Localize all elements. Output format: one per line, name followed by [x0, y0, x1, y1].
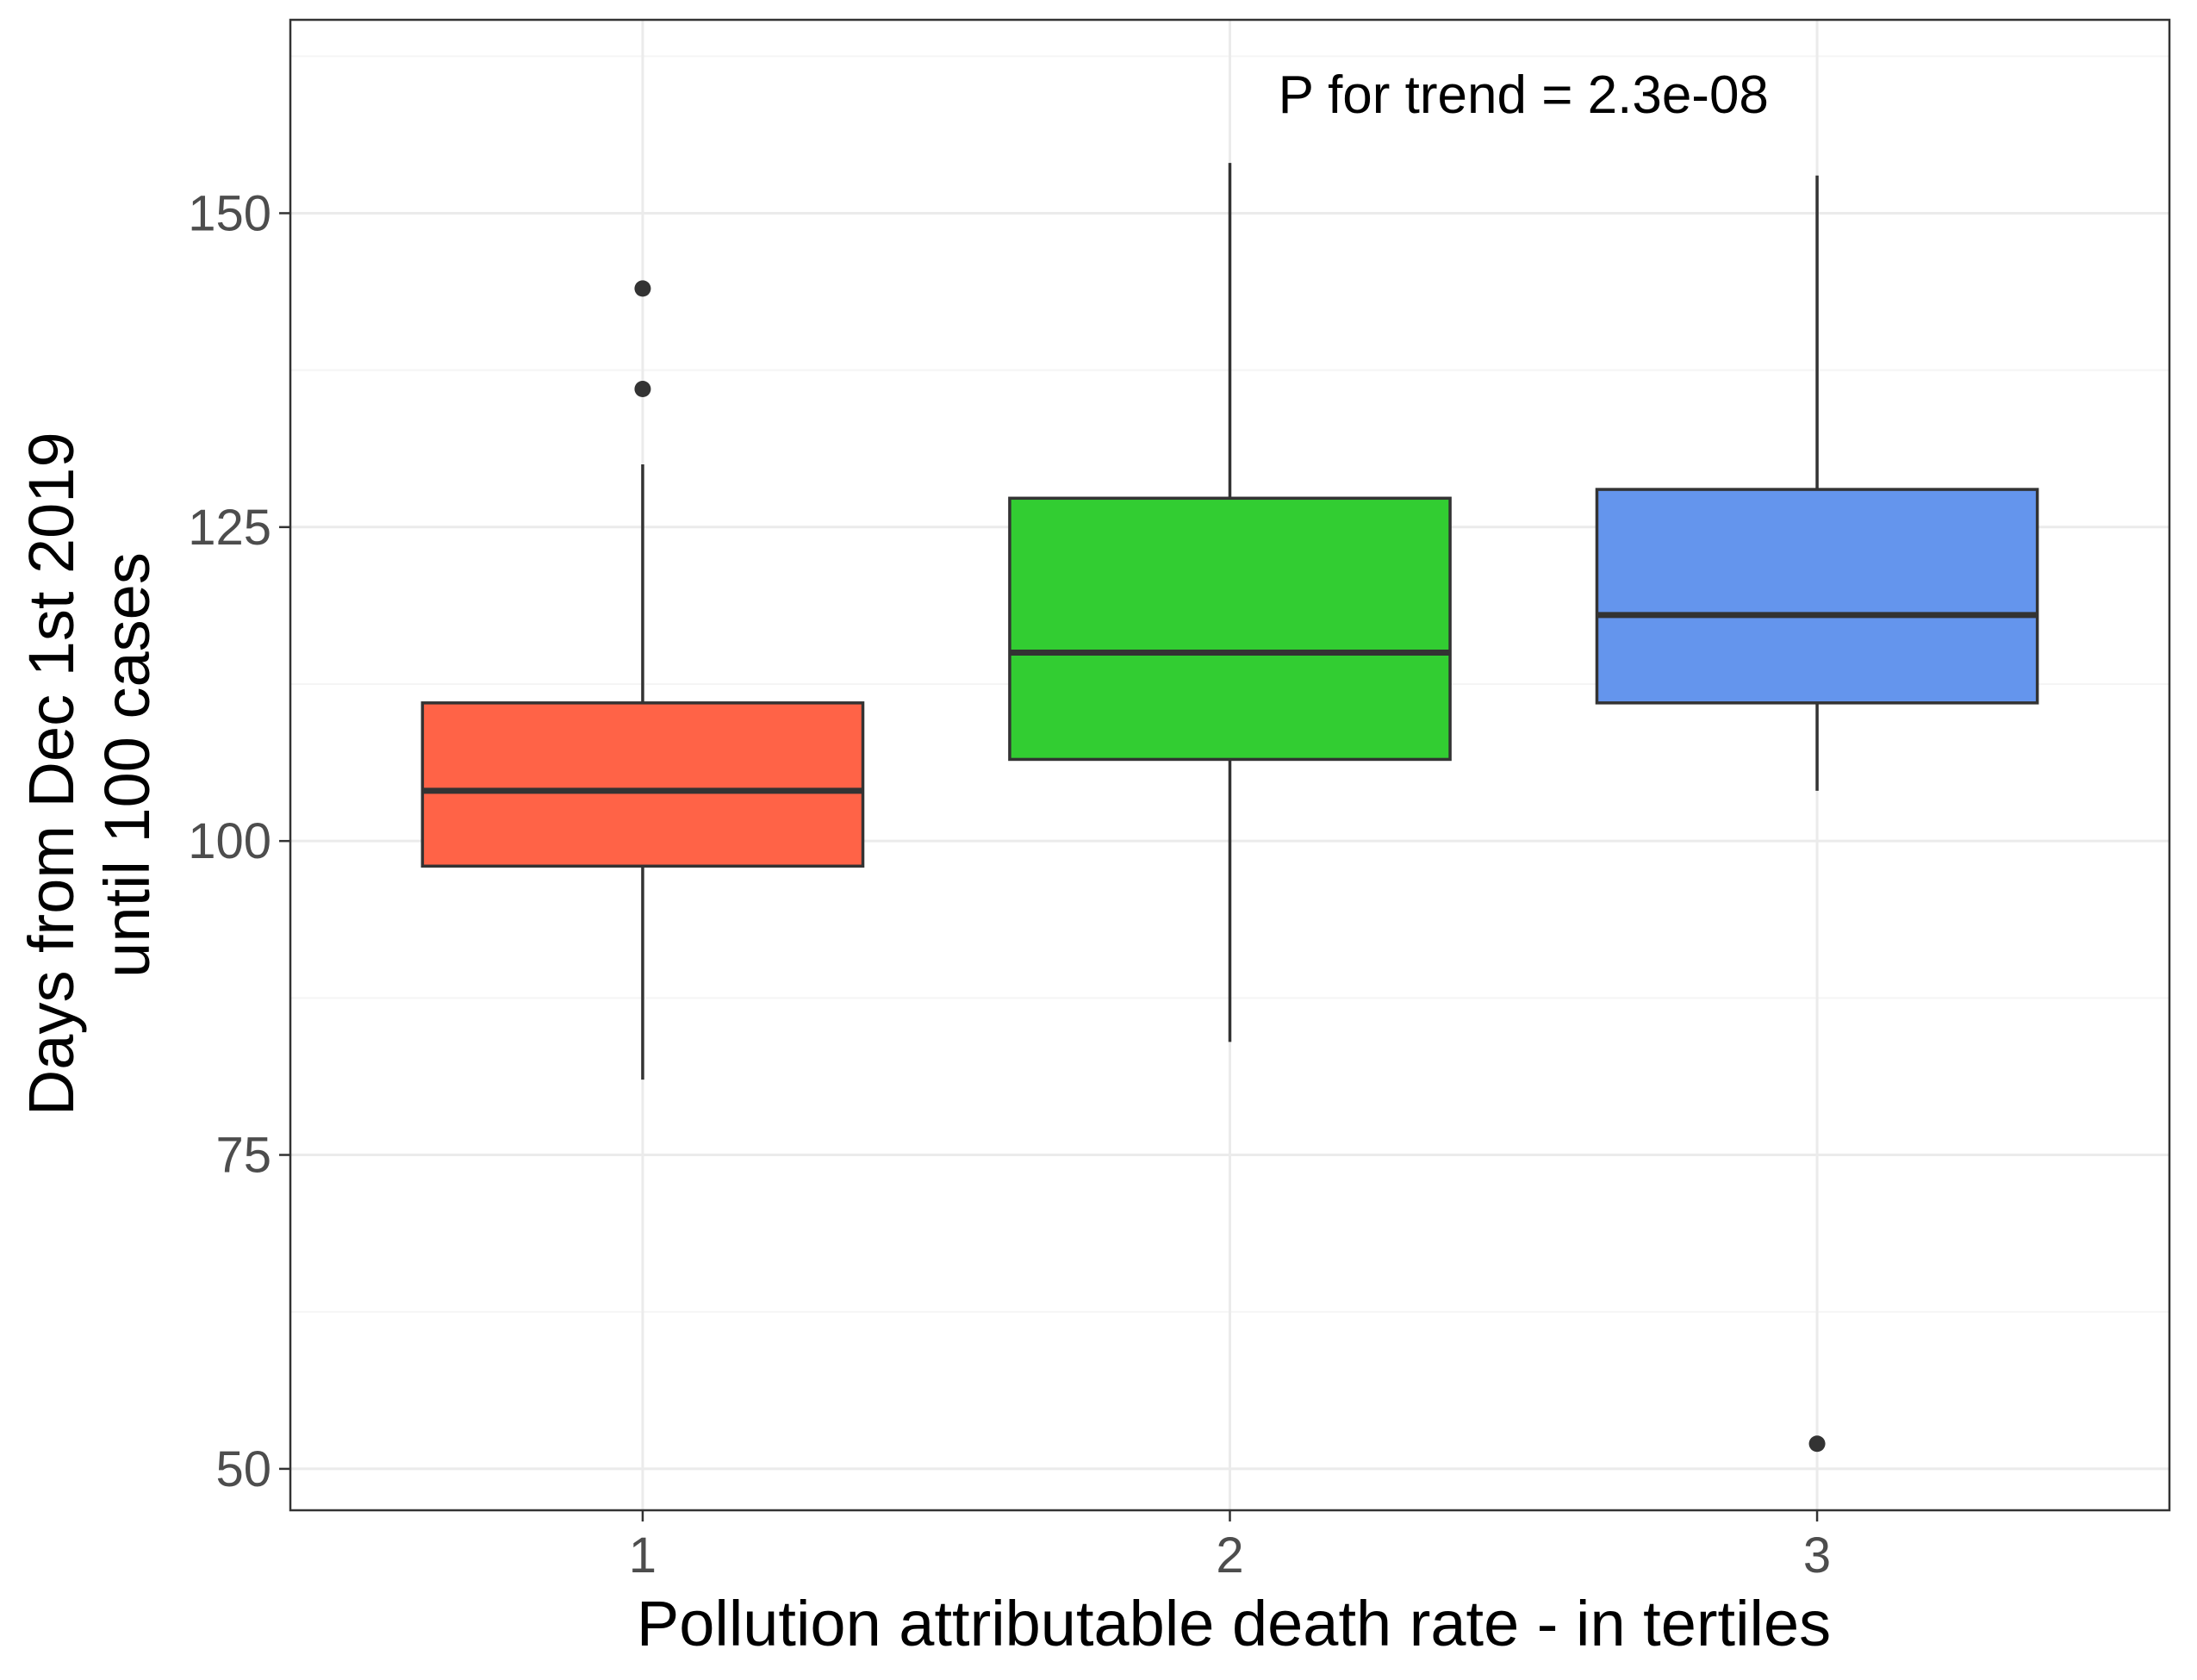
x-tick-label: 2	[1216, 1528, 1243, 1584]
box-iqr	[1008, 496, 1452, 762]
y-axis-title-line-1: Days from Dec 1st 2019	[16, 432, 87, 1116]
outlier-point	[1808, 1435, 1826, 1453]
x-tick-label: 3	[1803, 1528, 1831, 1584]
x-axis-title: Pollution attributable death rate - in t…	[637, 1588, 1831, 1659]
box-2	[1008, 163, 1452, 1042]
y-tick-label: 75	[215, 1128, 271, 1184]
box-iqr	[420, 701, 865, 868]
y-tick-label: 50	[215, 1441, 271, 1497]
y-axis-title: Days from Dec 1st 2019 until 100 cases	[16, 414, 163, 1116]
box-1	[420, 280, 865, 1080]
y-tick-label: 125	[188, 500, 271, 556]
box-iqr	[1595, 488, 2039, 705]
y-axis-title-line-2: until 100 cases	[91, 552, 163, 978]
annotation-p-trend: P for trend = 2.3e-08	[1279, 65, 1769, 125]
axes: 50 75 100 125 150 1 2 3	[188, 185, 1831, 1584]
outlier-point	[634, 380, 651, 397]
outlier-point	[634, 280, 651, 297]
box-3	[1595, 175, 2039, 1453]
boxes	[420, 163, 2039, 1453]
x-tick-label: 1	[629, 1528, 657, 1584]
y-tick-label: 150	[188, 185, 271, 241]
y-tick-label: 100	[188, 813, 271, 869]
